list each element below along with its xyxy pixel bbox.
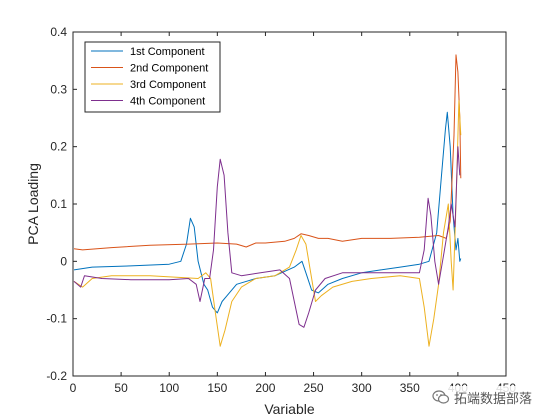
y-tick-label: 0.4: [50, 25, 67, 39]
plot-lines: [73, 54, 462, 347]
legend: 1st Component 2nd Component 3rd Component 4…: [84, 41, 221, 113]
series-line-3: [73, 100, 462, 347]
y-tick-label: 0.2: [50, 140, 67, 154]
x-tick-label: 100: [159, 381, 179, 395]
wechat-logo-icon: [432, 390, 450, 404]
y-tick-label: -0.1: [46, 312, 67, 326]
legend-label-3: 3rd Component: [130, 79, 206, 91]
x-tick-label: 200: [255, 381, 275, 395]
y-tick-label: -0.2: [46, 369, 67, 383]
x-axis-label: Variable: [264, 401, 315, 417]
x-tick-label: 50: [114, 381, 128, 395]
y-tick-label: 0.3: [50, 82, 67, 96]
y-axis-ticks: -0.2 -0.1 0 0.1 0.2 0.3 0.4: [46, 25, 506, 383]
watermark-text: 拓端数据部落: [454, 391, 533, 407]
x-tick-label: 150: [207, 381, 227, 395]
x-tick-label: 0: [70, 381, 77, 395]
y-tick-label: 0.1: [50, 197, 67, 211]
x-tick-label: 350: [400, 381, 420, 395]
y-tick-label: 0: [60, 254, 67, 268]
x-tick-label: 250: [304, 381, 324, 395]
legend-label-1: 1st Component: [130, 46, 205, 58]
legend-label-4: 4th Component: [130, 96, 205, 108]
x-axis-ticks: 050100150200250300350400450: [70, 32, 516, 395]
y-axis-label: PCA Loading: [25, 163, 41, 245]
series-line-1: [73, 111, 462, 314]
watermark: 拓端数据部落: [432, 386, 556, 408]
series-line-4: [73, 146, 461, 328]
x-tick-label: 300: [352, 381, 372, 395]
legend-label-2: 2nd Component: [130, 63, 208, 75]
series-line-2: [73, 54, 462, 251]
